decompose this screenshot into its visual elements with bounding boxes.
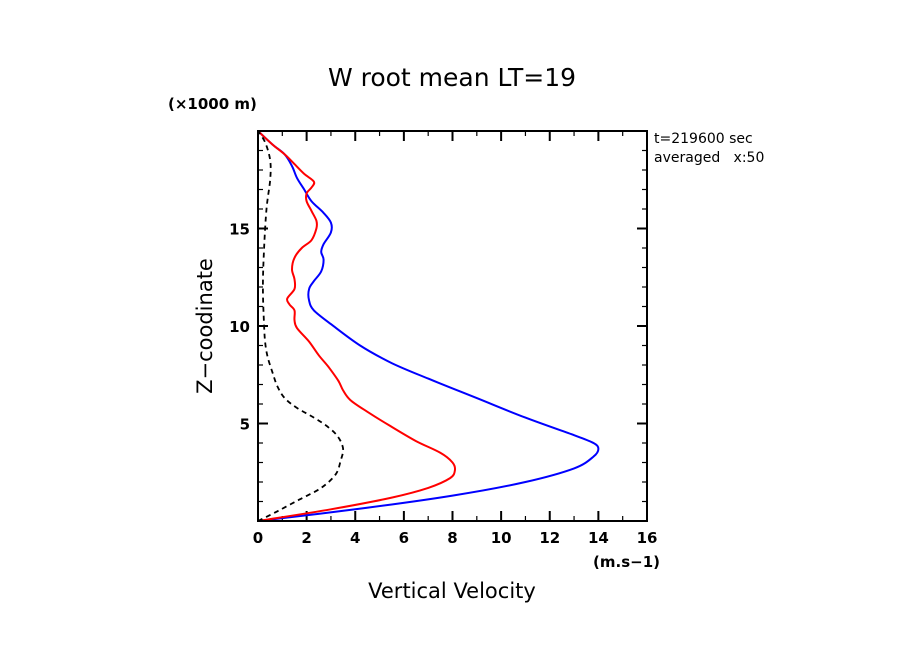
tick-labels: 0 2 4 6 8 10 12 14 16 5 10 15 bbox=[229, 221, 657, 548]
x-tick-label: 0 bbox=[253, 529, 263, 547]
x-tick-label: 12 bbox=[539, 529, 560, 547]
x-tick-label: 8 bbox=[447, 529, 457, 547]
y-units-label: (×1000 m) bbox=[168, 95, 257, 113]
plot-frame bbox=[257, 130, 648, 522]
series-line-black-dashed bbox=[258, 131, 345, 521]
annotation-time: t=219600 sec bbox=[654, 131, 753, 147]
x-tick-label: 2 bbox=[301, 529, 311, 547]
y-tick-label: 10 bbox=[229, 318, 250, 336]
y-tick-label: 5 bbox=[240, 416, 250, 434]
x-tick-label: 14 bbox=[588, 529, 609, 547]
x-tick-label: 10 bbox=[491, 529, 512, 547]
series-line-red bbox=[258, 131, 457, 521]
x-axis-label: Vertical Velocity bbox=[368, 579, 536, 603]
y-tick-label: 15 bbox=[229, 221, 250, 239]
x-tick-label: 6 bbox=[399, 529, 409, 547]
y-axis-label: Z−coodinate bbox=[193, 258, 217, 394]
series-group bbox=[258, 131, 600, 521]
annotation-averaged: averaged x:50 bbox=[654, 150, 764, 166]
x-units-label: (m.s−1) bbox=[593, 553, 660, 571]
annotation-averaged-clip: averaged x:50 bbox=[654, 150, 764, 166]
chart-title: W root mean LT=19 bbox=[328, 63, 576, 92]
x-tick-label: 4 bbox=[350, 529, 360, 547]
x-tick-label: 16 bbox=[637, 529, 658, 547]
